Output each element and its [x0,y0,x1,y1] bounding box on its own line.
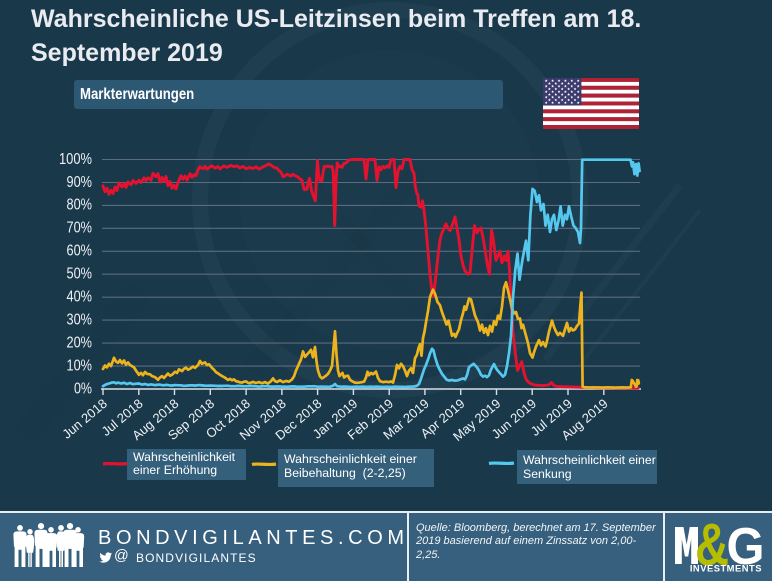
svg-text:0%: 0% [74,380,92,397]
svg-text:70%: 70% [67,220,93,237]
svg-text:G: G [727,517,765,576]
svg-text:20%: 20% [67,334,93,351]
svg-text:60%: 60% [67,243,93,260]
svg-text:&: & [695,513,729,578]
svg-text:INVESTMENTS: INVESTMENTS [690,563,762,574]
svg-text:100%: 100% [59,151,92,168]
svg-text:10%: 10% [67,357,93,374]
svg-text:80%: 80% [67,197,93,214]
svg-text:90%: 90% [67,174,93,191]
svg-text:50%: 50% [67,266,93,283]
svg-text:30%: 30% [67,311,93,328]
svg-text:40%: 40% [67,289,93,306]
